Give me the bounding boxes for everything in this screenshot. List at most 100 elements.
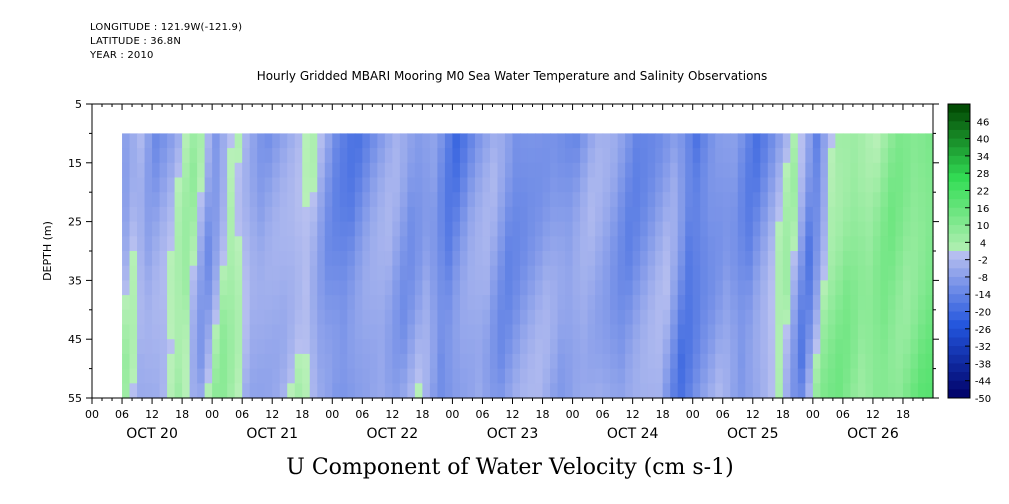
heatmap-cell	[617, 324, 626, 340]
heatmap-cell	[489, 192, 499, 208]
heatmap-cell	[662, 251, 671, 267]
x-tick-label: 06	[115, 408, 129, 421]
colorbar-swatch	[948, 337, 970, 347]
heatmap-cell	[610, 295, 619, 311]
heatmap-cell	[820, 236, 829, 252]
heatmap-cell	[467, 133, 476, 149]
heatmap-cell	[129, 353, 138, 370]
heatmap-cell	[662, 162, 671, 179]
heatmap-cell	[422, 192, 431, 208]
heatmap-cell	[452, 309, 461, 326]
heatmap-cell	[670, 339, 679, 355]
heatmap-cell	[159, 265, 168, 281]
heatmap-cell	[895, 206, 904, 223]
heatmap-cell	[662, 324, 671, 340]
heatmap-cell	[752, 295, 761, 311]
colorbar-swatch	[948, 121, 970, 131]
heatmap-cell	[520, 353, 529, 370]
heatmap-cell	[700, 251, 709, 267]
heatmap-cell	[294, 236, 303, 252]
heatmap-cell	[242, 192, 251, 208]
heatmap-cell	[339, 383, 348, 399]
heatmap-cell	[632, 251, 641, 267]
heatmap-cell	[294, 339, 303, 355]
heatmap-cell	[489, 368, 499, 384]
heatmap-cell	[467, 309, 476, 326]
heatmap-cell	[264, 206, 273, 223]
heatmap-cell	[384, 339, 393, 355]
heatmap-cell	[437, 221, 446, 237]
heatmap-cell	[857, 353, 867, 370]
heatmap-cell	[377, 295, 386, 311]
heatmap-cell	[249, 383, 258, 399]
heatmap-cell	[550, 295, 559, 311]
heatmap-cell	[827, 192, 836, 208]
heatmap-cell	[850, 295, 859, 311]
heatmap-cell	[580, 192, 589, 208]
x-day-label: OCT 20	[126, 426, 178, 442]
heatmap-cell	[444, 383, 454, 399]
heatmap-cell	[602, 236, 611, 252]
heatmap-cell	[737, 236, 746, 252]
heatmap-cell	[925, 324, 934, 340]
heatmap-cell	[640, 162, 649, 179]
heatmap-cell	[895, 133, 904, 149]
heatmap-cell	[625, 368, 634, 384]
heatmap-cell	[550, 251, 559, 267]
heatmap-cell	[775, 133, 784, 149]
heatmap-cell	[925, 295, 934, 311]
heatmap-cell	[700, 368, 709, 384]
heatmap-cell	[835, 206, 844, 223]
heatmap-cell	[880, 133, 889, 149]
heatmap-cell	[227, 309, 236, 326]
heatmap-cell	[925, 133, 934, 149]
heatmap-cell	[324, 221, 333, 237]
heatmap-cell	[497, 236, 506, 252]
heatmap-cell	[865, 265, 874, 281]
heatmap-cell	[625, 324, 634, 340]
heatmap-cell	[752, 206, 761, 223]
heatmap-cell	[474, 309, 484, 326]
heatmap-cell	[444, 353, 454, 370]
heatmap-cell	[715, 383, 724, 399]
heatmap-cell	[520, 295, 529, 311]
heatmap-cell	[504, 133, 514, 149]
heatmap-cell	[715, 339, 724, 355]
heatmap-cell	[842, 148, 851, 164]
heatmap-cell	[129, 162, 138, 179]
heatmap-cell	[617, 236, 626, 252]
heatmap-cell	[212, 148, 221, 164]
heatmap-cell	[902, 206, 912, 223]
heatmap-cell	[324, 148, 333, 164]
heatmap-cell	[820, 383, 829, 399]
heatmap-cell	[722, 251, 731, 267]
heatmap-cell	[850, 162, 859, 179]
heatmap-cell	[895, 236, 904, 252]
heatmap-cell	[760, 251, 769, 267]
heatmap-cell	[730, 383, 739, 399]
heatmap-cell	[212, 206, 221, 223]
heatmap-cell	[872, 192, 882, 208]
heatmap-cell	[610, 280, 619, 296]
heatmap-cell	[647, 162, 656, 179]
heatmap-cell	[377, 162, 386, 179]
heatmap-cell	[715, 221, 724, 237]
heatmap-cell	[137, 236, 146, 252]
heatmap-cell	[730, 265, 739, 281]
heatmap-cell	[167, 162, 176, 179]
heatmap-cell	[737, 353, 746, 370]
heatmap-cell	[580, 177, 589, 193]
heatmap-cell	[857, 251, 867, 267]
heatmap-cell	[407, 177, 416, 193]
heatmap-cell	[812, 192, 821, 208]
heatmap-cell	[850, 192, 859, 208]
colorbar-swatch	[948, 242, 970, 252]
heatmap-cell	[670, 295, 679, 311]
x-tick-label: 00	[325, 408, 339, 421]
heatmap-cell	[429, 383, 439, 399]
heatmap-cell	[197, 236, 206, 252]
heatmap-cell	[745, 251, 754, 267]
heatmap-cell	[565, 309, 574, 326]
heatmap-cell	[902, 265, 912, 281]
heatmap-cell	[782, 265, 791, 281]
